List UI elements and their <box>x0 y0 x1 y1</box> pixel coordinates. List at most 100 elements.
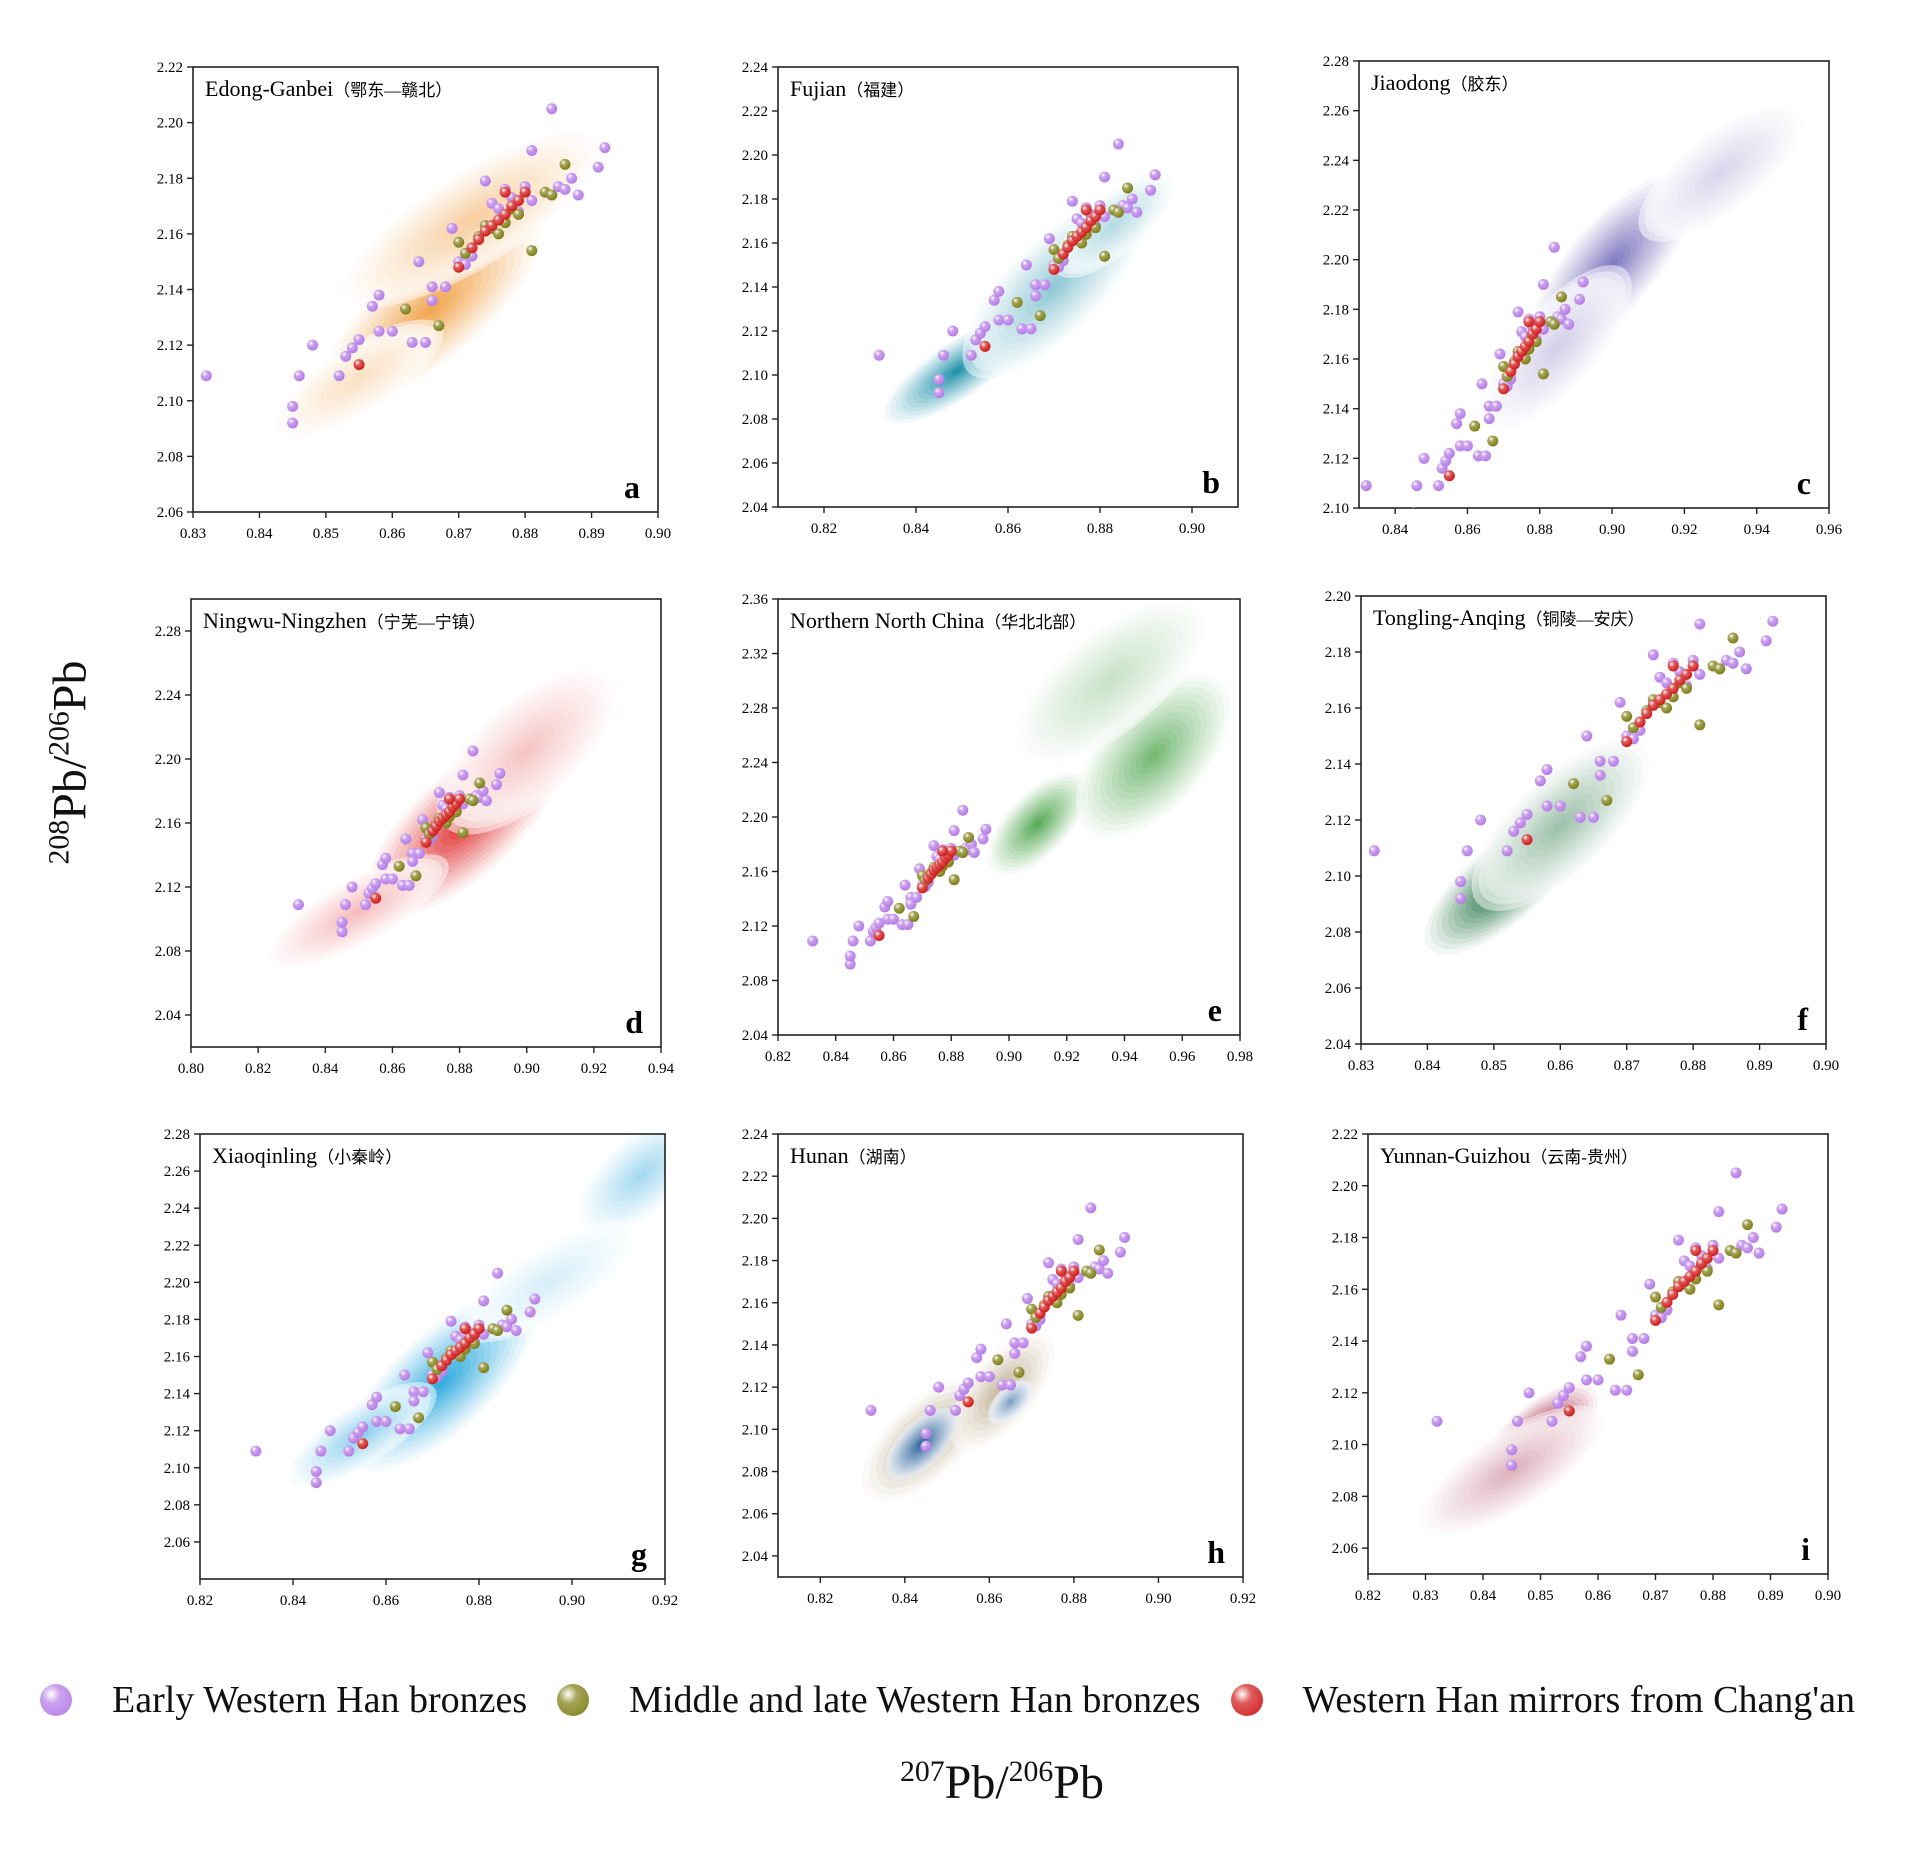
point-early-a-34 <box>546 103 558 115</box>
y-tick-label-g-9: 2.24 <box>164 1201 191 1217</box>
point-mirrors-i-3 <box>1667 1288 1679 1300</box>
point-middle-f-2 <box>1621 710 1633 722</box>
point-early-f-16 <box>1594 755 1606 767</box>
point-early-i-17 <box>1627 1345 1638 1357</box>
panel-letter-h: h <box>1207 1534 1225 1570</box>
legend: Early Western Han bronzes Middle and lat… <box>40 1675 1900 1725</box>
density-contour-1-12 <box>1553 819 1568 833</box>
point-early-a-36 <box>559 183 571 195</box>
y-tick-label-b-3: 2.10 <box>742 368 768 384</box>
point-early-a-32 <box>526 195 538 206</box>
y-tick-label-f-4: 2.12 <box>1325 813 1351 829</box>
point-mirrors-i-10 <box>1707 1244 1719 1256</box>
point-early-i-13 <box>1609 1384 1621 1396</box>
point-early-d-0 <box>292 899 304 911</box>
point-early-g-2 <box>310 1465 322 1477</box>
point-early-e-18 <box>911 891 923 903</box>
point-mirrors-b-11 <box>1080 204 1092 216</box>
x-tick-label-f-4: 0.87 <box>1614 1058 1641 1074</box>
point-early-b-4 <box>947 325 959 337</box>
point-early-a-18 <box>439 281 451 293</box>
y-tick-label-a-6: 2.18 <box>157 171 183 187</box>
x-tick-label-d-1: 0.82 <box>245 1061 271 1077</box>
y-tick-label-b-4: 2.12 <box>742 324 768 340</box>
x-tick-label-a-7: 0.90 <box>645 526 671 542</box>
point-mirrors-g-11 <box>459 1323 471 1335</box>
point-early-g-17 <box>408 1395 420 1407</box>
point-early-b-10 <box>993 285 1005 297</box>
panel-title-f: Tongling-Anqing（铜陵—安庆） <box>1373 605 1644 630</box>
y-tick-label-g-3: 2.12 <box>164 1424 190 1440</box>
y-tick-label-i-5: 2.16 <box>1332 1282 1359 1298</box>
density-a <box>274 132 599 438</box>
point-early-i-34 <box>1730 1167 1742 1179</box>
density-contour-0-12 <box>423 301 441 317</box>
point-early-f-36 <box>1727 657 1739 669</box>
point-early-e-34 <box>957 804 969 816</box>
point-early-i-37 <box>1747 1232 1759 1244</box>
point-mirrors-i-1 <box>1650 1314 1661 1326</box>
legend-marker-early <box>40 1684 72 1716</box>
point-early-h-0 <box>865 1404 877 1416</box>
panel-letter-d: d <box>625 1004 643 1040</box>
y-tick-label-i-8: 2.22 <box>1332 1127 1358 1143</box>
panel-f: 0.83 0.84 0.85 0.86 0.87 0.88 0.89 0.90 2.04 2.06… <box>1325 589 1839 1074</box>
point-mirrors-f-1 <box>1621 736 1633 748</box>
point-mirrors-d-0 <box>370 892 382 904</box>
point-early-i-18 <box>1638 1332 1650 1344</box>
panel-title-i: Yunnan-Guizhou（云南-贵州） <box>1380 1143 1638 1168</box>
y-tick-label-h-1: 2.06 <box>742 1507 769 1523</box>
x-tick-label-i-8: 0.90 <box>1815 1588 1841 1604</box>
density-contour-0-12 <box>434 1375 449 1390</box>
point-mirrors-g-1 <box>427 1373 438 1385</box>
point-middle-f-0 <box>1568 778 1580 790</box>
y-tick-label-d-0: 2.04 <box>155 1008 182 1024</box>
point-early-c-18 <box>1490 400 1502 412</box>
point-mirrors-i-7 <box>1690 1265 1702 1277</box>
y-tick-label-h-9: 2.22 <box>742 1169 768 1185</box>
y-tick-label-c-2: 2.14 <box>1323 402 1350 418</box>
point-early-h-12 <box>983 1371 995 1383</box>
x-tick-label-h-0: 0.82 <box>807 1591 833 1607</box>
point-early-b-0 <box>873 349 885 361</box>
y-tick-label-b-10: 2.24 <box>742 60 769 76</box>
point-mirrors-c-10 <box>1534 316 1546 328</box>
point-mirrors-c-11 <box>1523 316 1535 328</box>
x-tick-label-e-7: 0.96 <box>1169 1049 1196 1065</box>
point-early-f-15 <box>1588 811 1599 823</box>
y-tick-label-f-8: 2.20 <box>1325 589 1351 605</box>
point-early-c-12 <box>1461 440 1473 452</box>
panel-title-d: Ningwu-Ningzhen（宁芜—宁镇） <box>203 608 486 633</box>
point-early-f-14 <box>1581 730 1593 742</box>
point-early-a-10 <box>373 289 385 301</box>
panel-letter-e: e <box>1208 992 1222 1028</box>
legend-label-early: Early Western Han bronzes <box>112 1679 528 1721</box>
y-tick-label-f-2: 2.08 <box>1325 925 1351 941</box>
point-middle-h-1 <box>1013 1366 1025 1378</box>
panel-i: 0.82 0.83 0.84 0.85 0.86 0.87 0.88 0.89 0.90 2.06… <box>1332 1127 1841 1604</box>
point-middle-b-11 <box>1099 250 1111 262</box>
point-early-d-34 <box>467 745 479 757</box>
point-middle-g-1 <box>413 1412 425 1424</box>
point-middle-d-0 <box>393 860 405 872</box>
y-tick-label-d-3: 2.16 <box>155 816 182 832</box>
y-tick-label-g-10: 2.26 <box>164 1164 191 1180</box>
point-early-d-17 <box>407 855 419 867</box>
point-early-c-3 <box>1411 480 1423 492</box>
point-early-g-8 <box>357 1421 369 1433</box>
y-tick-label-i-7: 2.20 <box>1332 1179 1358 1195</box>
point-middle-c-0 <box>1469 420 1481 432</box>
y-tick-label-i-3: 2.12 <box>1332 1386 1358 1402</box>
point-early-b-5 <box>965 349 977 361</box>
point-early-a-38 <box>572 189 584 201</box>
point-early-d-10 <box>380 852 392 864</box>
x-tick-label-f-1: 0.84 <box>1414 1058 1441 1074</box>
point-early-i-19 <box>1644 1278 1656 1290</box>
point-early-c-23 <box>1512 306 1524 318</box>
x-tick-label-f-0: 0.83 <box>1348 1058 1374 1074</box>
point-early-e-0 <box>807 935 819 947</box>
point-mirrors-f-9 <box>1681 668 1692 680</box>
x-tick-label-h-4: 0.90 <box>1145 1591 1171 1607</box>
point-early-c-5 <box>1433 480 1445 492</box>
density-c <box>1483 103 1803 429</box>
